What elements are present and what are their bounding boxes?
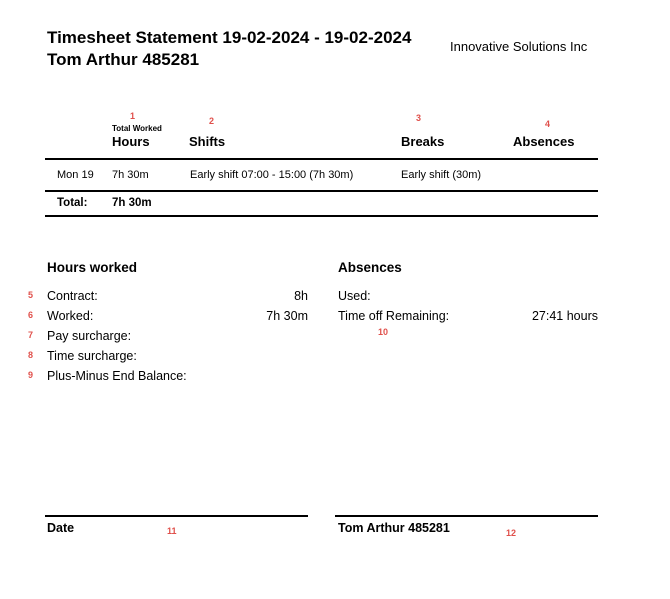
cell-day: Mon 19 [57, 169, 94, 181]
annotation-marker-12: 12 [506, 528, 517, 538]
time-off-remaining-label: Time off Remaining: [338, 309, 450, 323]
annotation-marker-9: 9 [27, 370, 33, 380]
annotation-marker-3: 3 [416, 113, 422, 123]
date-signature-line [45, 515, 308, 517]
worked-label: Worked: [47, 309, 94, 323]
annotation-marker-7: 7 [27, 330, 33, 340]
document-title-block: Timesheet Statement 19-02-2024 - 19-02-2… [47, 27, 423, 71]
annotation-marker-4: 4 [545, 119, 551, 129]
column-header-breaks: Breaks [401, 134, 445, 149]
column-header-shifts: Shifts [189, 134, 226, 149]
column-header-total-worked: Total Worked [112, 124, 162, 133]
table-rule-bottom [45, 215, 598, 217]
plus-minus-end-balance-label: Plus-Minus End Balance: [47, 369, 187, 383]
contract-label: Contract: [47, 289, 98, 303]
worked-value: 7h 30m [266, 309, 308, 323]
column-header-absences: Absences [513, 134, 575, 149]
annotation-marker-6: 6 [27, 310, 33, 320]
absences-heading: Absences [338, 260, 402, 275]
cell-shifts: Early shift 07:00 - 15:00 (7h 30m) [190, 169, 354, 181]
employee-signature-line [335, 515, 598, 517]
column-header-hours: Hours [112, 134, 150, 149]
total-label: Total: [57, 197, 88, 209]
used-label: Used: [338, 289, 371, 303]
company-name: Innovative Solutions Inc [450, 39, 588, 54]
annotation-marker-5: 5 [27, 290, 33, 300]
table-rule-top [45, 158, 598, 160]
contract-value: 8h [294, 289, 308, 303]
pay-surcharge-label: Pay surcharge: [47, 329, 132, 343]
employee-signature-label: Tom Arthur 485281 [338, 521, 450, 535]
annotation-marker-10: 10 [378, 327, 389, 337]
cell-breaks: Early shift (30m) [401, 169, 482, 181]
hours-worked-heading: Hours worked [47, 260, 138, 275]
time-surcharge-label: Time surcharge: [47, 349, 137, 363]
date-signature-label: Date [47, 521, 75, 535]
total-hours: 7h 30m [112, 197, 152, 209]
cell-hours: 7h 30m [112, 169, 149, 181]
annotation-marker-11: 11 [167, 526, 177, 536]
table-rule-middle [45, 190, 598, 192]
annotation-marker-8: 8 [27, 350, 33, 360]
annotation-marker-1: 1 [130, 111, 136, 121]
annotation-marker-2: 2 [209, 116, 215, 126]
employee-title: Tom Arthur 485281 [47, 50, 200, 69]
page-title: Timesheet Statement 19-02-2024 - 19-02-2… [47, 28, 412, 47]
time-off-remaining-value: 27:41 hours [531, 309, 598, 323]
